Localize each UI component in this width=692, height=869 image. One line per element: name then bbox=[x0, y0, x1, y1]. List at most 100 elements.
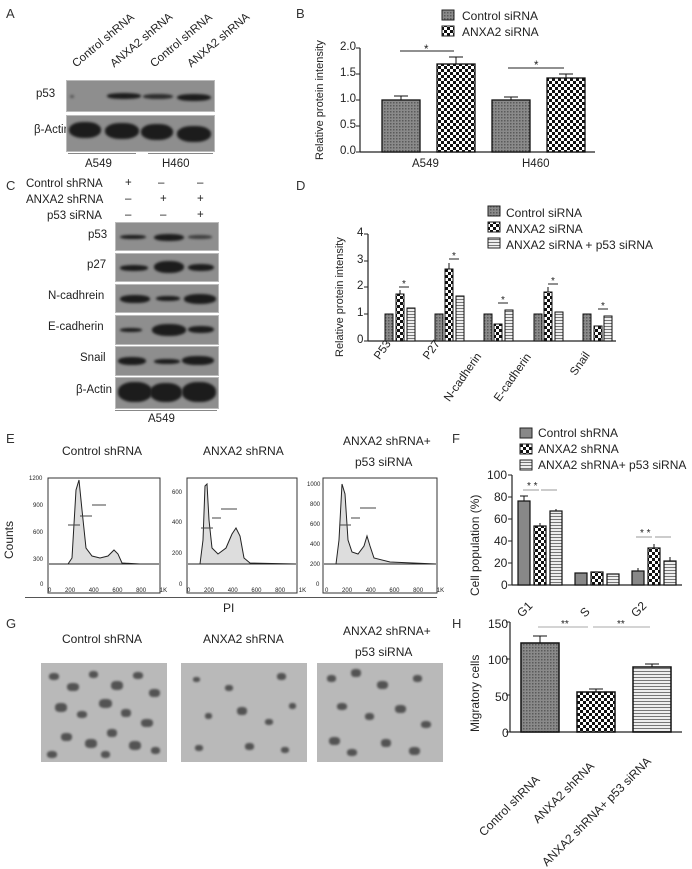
group-label: A549 bbox=[85, 158, 112, 170]
x-tick: ANXA2 shRNA+ p53 siRNA bbox=[539, 754, 654, 869]
x-tick: 800 bbox=[275, 588, 286, 594]
x-tick: 0 bbox=[325, 588, 329, 594]
histogram-title: ANXA2 shRNA bbox=[203, 444, 284, 458]
sign: – bbox=[197, 177, 204, 189]
y-tick: 1200 bbox=[29, 476, 43, 482]
y-tick: 1.0 bbox=[340, 93, 356, 105]
western-blot-p53 bbox=[66, 80, 215, 112]
group-line bbox=[115, 410, 217, 411]
x-tick: 800 bbox=[413, 588, 424, 594]
row-label: β-Actin bbox=[76, 384, 113, 396]
y-tick: 100 bbox=[488, 653, 509, 667]
panel-letter-b: B bbox=[296, 6, 305, 21]
x-tick: 0 bbox=[187, 588, 191, 594]
y-tick: 40 bbox=[494, 534, 508, 548]
sign: – bbox=[160, 209, 167, 221]
y-axis-label: Relative protein intensity bbox=[334, 237, 346, 357]
group-line bbox=[148, 153, 213, 154]
legend-label: ANXA2 siRNA bbox=[462, 25, 539, 39]
x-tick: Control shRNA bbox=[476, 772, 543, 839]
row-label-p53: p53 bbox=[36, 88, 56, 100]
y-tick: 0 bbox=[357, 334, 364, 346]
y-tick: 150 bbox=[488, 617, 509, 631]
x-tick: 200 bbox=[65, 588, 76, 594]
y-tick: 600 bbox=[33, 530, 44, 536]
legend-label: ANXA2 shRNA bbox=[538, 442, 619, 456]
sign: + bbox=[197, 209, 204, 221]
condition-label: p53 siRNA bbox=[47, 210, 102, 222]
histogram-title: ANXA2 shRNA+ bbox=[343, 434, 431, 448]
y-tick: 200 bbox=[172, 551, 183, 557]
y-tick: 600 bbox=[310, 522, 321, 528]
x-axis-label: PI bbox=[223, 601, 235, 615]
x-tick: A549 bbox=[412, 158, 439, 170]
significance-mark: * bbox=[452, 251, 456, 262]
legend-label: Control shRNA bbox=[538, 426, 619, 440]
group-line bbox=[68, 153, 136, 154]
image-title: p53 siRNA bbox=[355, 645, 413, 659]
group-label: A549 bbox=[148, 413, 175, 425]
y-axis-label: Migratory cells bbox=[468, 654, 482, 732]
y-axis-label: Relative protein intensity bbox=[314, 40, 326, 160]
legend-label: ANXA2 siRNA + p53 siRNA bbox=[506, 238, 654, 252]
y-tick: 400 bbox=[172, 520, 183, 526]
row-label-beta-actin: β-Actin bbox=[34, 124, 71, 136]
group-label: H460 bbox=[162, 158, 190, 170]
row-label: E-cadherin bbox=[48, 321, 104, 333]
western-blot-n-cadherin bbox=[115, 284, 219, 313]
legend-label: Control siRNA bbox=[462, 9, 539, 23]
significance-mark: * bbox=[534, 60, 539, 72]
panel-letter-h: H bbox=[452, 616, 462, 631]
sign: + bbox=[197, 193, 204, 205]
x-tick: 200 bbox=[342, 588, 353, 594]
x-tick: 400 bbox=[88, 588, 99, 594]
migration-micrograph-control bbox=[41, 663, 167, 762]
y-tick: 0 bbox=[179, 582, 183, 588]
significance-mark: * * bbox=[640, 528, 651, 539]
row-label: Snail bbox=[80, 352, 106, 364]
significance-mark: * bbox=[501, 295, 505, 306]
significance-mark: * bbox=[424, 44, 429, 56]
y-tick: 1000 bbox=[307, 482, 321, 488]
x-tick: 0 bbox=[48, 588, 52, 594]
migration-micrograph-rescue bbox=[317, 663, 443, 762]
y-tick: 0 bbox=[40, 582, 44, 588]
western-blot-p27 bbox=[115, 253, 219, 282]
condition-label: Control shRNA bbox=[26, 178, 103, 190]
bar-chart-h bbox=[506, 621, 682, 733]
y-tick: 400 bbox=[310, 542, 321, 548]
y-tick: 2.0 bbox=[340, 41, 356, 53]
y-tick: 80 bbox=[494, 490, 508, 504]
panel-letter-g: G bbox=[6, 616, 17, 631]
y-tick: 3 bbox=[357, 254, 364, 266]
y-tick: 200 bbox=[310, 562, 321, 568]
x-tick: 1K bbox=[436, 588, 445, 594]
y-tick: 800 bbox=[310, 502, 321, 508]
y-tick: 50 bbox=[495, 690, 509, 704]
x-tick: 200 bbox=[204, 588, 215, 594]
x-axis-line bbox=[25, 597, 437, 598]
panel-letter-c: C bbox=[6, 178, 16, 193]
y-tick: 60 bbox=[494, 512, 508, 526]
panel-letter-e: E bbox=[6, 431, 15, 446]
panel-letter-d: D bbox=[296, 178, 306, 193]
sign: + bbox=[160, 193, 167, 205]
sign: – bbox=[125, 193, 132, 205]
western-blot-p53 bbox=[115, 222, 219, 251]
x-tick: 600 bbox=[389, 588, 400, 594]
legend-label: ANXA2 shRNA+ p53 siRNA bbox=[538, 458, 687, 472]
sign: + bbox=[125, 177, 132, 189]
y-axis-label: Cell population (%) bbox=[468, 494, 482, 596]
flow-histograms bbox=[47, 477, 438, 594]
y-tick: 100 bbox=[487, 468, 508, 482]
panel-letter-a: A bbox=[6, 6, 15, 21]
y-tick: 0 bbox=[502, 726, 509, 740]
sign: – bbox=[125, 209, 132, 221]
row-label: p53 bbox=[88, 229, 108, 241]
y-tick: 0.0 bbox=[340, 145, 356, 157]
bar-chart-d bbox=[364, 205, 616, 342]
x-tick: 1K bbox=[298, 588, 307, 594]
histogram-title: Control shRNA bbox=[62, 444, 143, 458]
x-tick: 400 bbox=[227, 588, 238, 594]
y-tick: 600 bbox=[172, 490, 183, 496]
